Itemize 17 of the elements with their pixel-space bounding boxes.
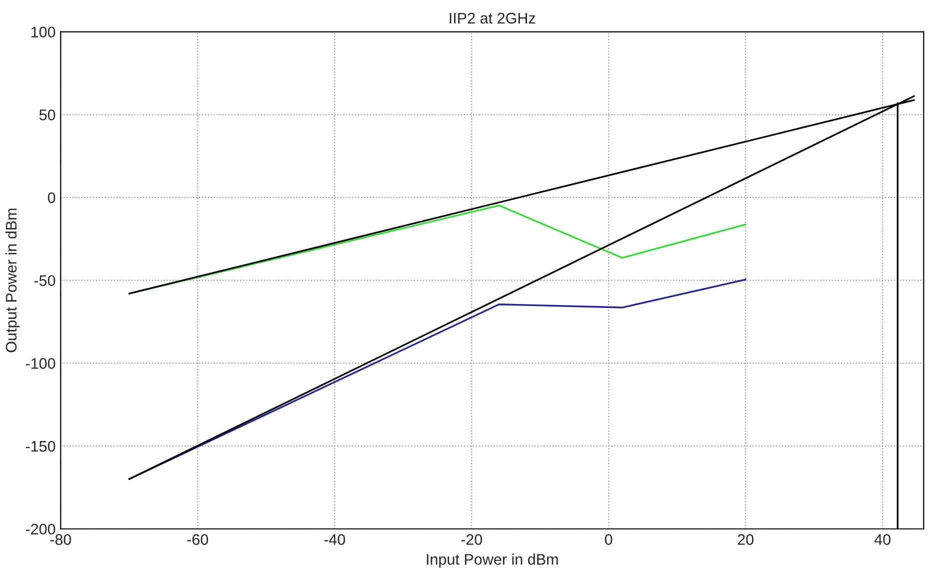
chart-title: IIP2 at 2GHz xyxy=(450,12,536,24)
x-axis-title: Input Power in dBm xyxy=(426,554,558,568)
x-tick-label: 0 xyxy=(604,534,612,545)
x-tick-label: -80 xyxy=(50,534,72,545)
y-tick-label: -100 xyxy=(26,358,56,369)
y-tick-label: -150 xyxy=(26,440,56,452)
x-tick-label: 20 xyxy=(738,534,754,545)
x-tick-label: 40 xyxy=(874,534,890,545)
y-tick-label: 100 xyxy=(31,26,56,38)
x-tick-label: -60 xyxy=(187,534,208,545)
y-tick-label: 50 xyxy=(39,110,56,120)
y-axis-title: Output Power in dBm xyxy=(5,208,20,352)
x-tick-label: -20 xyxy=(461,534,482,545)
y-tick-label: -200 xyxy=(26,524,56,535)
x-tick-label: -40 xyxy=(324,534,346,545)
y-tick-label: -50 xyxy=(34,275,56,286)
y-tick-label: 0 xyxy=(48,192,56,204)
